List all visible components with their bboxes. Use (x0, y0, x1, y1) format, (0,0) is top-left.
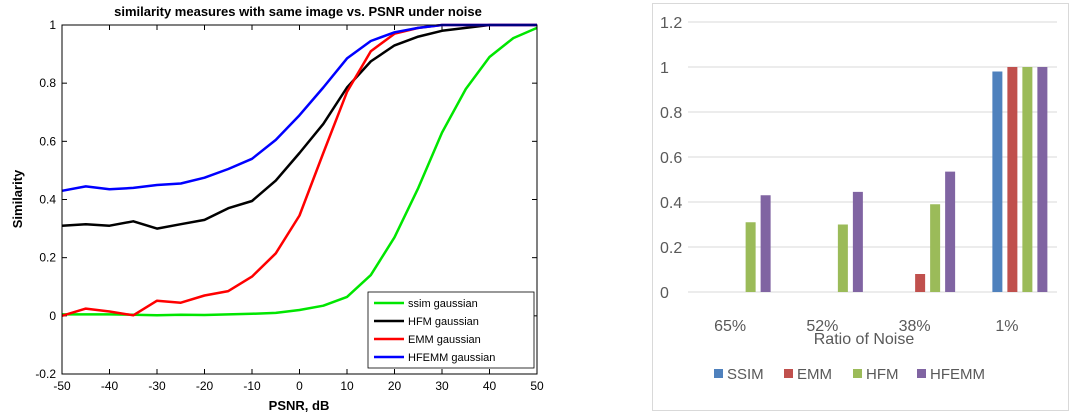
bar-legend-label: HFEMM (930, 366, 985, 383)
x-tick-label: 50 (530, 379, 544, 393)
bar-chart-legend: SSIM EMM HFM HFEMM (714, 366, 985, 383)
bar-y-tick-label: 0.2 (660, 240, 682, 257)
series-line-ssim-gaussian (62, 26, 538, 317)
line-chart-plot-area (61, 24, 538, 375)
x-tick-label: 10 (340, 379, 354, 393)
y-tick-label: 0.8 (39, 76, 56, 90)
line-chart-title: similarity measures with same image vs. … (114, 4, 482, 19)
x-tick-label: -10 (243, 379, 261, 393)
bar-y-tick-label: 1.2 (660, 15, 682, 32)
legend-label: HFM gaussian (408, 316, 479, 328)
bar-y-tick-label: 0.8 (660, 105, 682, 122)
bar-hfm-38pct (930, 204, 941, 292)
bar-y-tick-label: 0.4 (660, 195, 682, 212)
y-tick-label: -0.2 (35, 367, 56, 381)
line-chart-legend: ssim gaussian HFM gaussian EMM gaussian HFE… (367, 291, 535, 369)
bar-hfm-65pct (745, 222, 756, 292)
bar-category-label: 38% (899, 318, 931, 335)
bar-legend-swatch (853, 369, 862, 378)
bar-category-label: 1% (995, 318, 1018, 335)
bar-chart-ratio-of-noise: 0 0.2 0.4 0.6 0.8 1 1.2 65% 52% 38% 1% Ratio of N… (652, 3, 1069, 411)
legend-label: HFEMM gaussian (408, 352, 495, 364)
bar-y-tick-label: 1 (660, 60, 669, 77)
y-tick-label: 1 (49, 18, 56, 32)
bar-legend-label: EMM (797, 366, 832, 383)
x-tick-label: -30 (148, 379, 166, 393)
bar-chart-xlabel: Ratio of Noise (814, 331, 915, 348)
bar-emm-38pct (915, 274, 926, 292)
series-line-emm-gaussian (61, 23, 537, 317)
bar-hfemm-52pct (852, 191, 863, 292)
bar-legend-swatch (714, 369, 723, 378)
bar-legend-label: SSIM (727, 366, 764, 383)
x-tick-label: 0 (296, 379, 303, 393)
bar-legend-swatch (784, 369, 793, 378)
y-tick-label: 0 (49, 309, 56, 323)
y-tick-label: 0.2 (39, 251, 56, 265)
line-chart-ylabel: Similarity (10, 169, 25, 228)
bar-legend-swatch (917, 369, 926, 378)
bar-y-tick-label: 0 (660, 285, 669, 302)
series-line-hfemm-gaussian (61, 23, 537, 193)
bar-hfemm-65pct (760, 195, 771, 292)
y-tick-label: 0.4 (39, 193, 56, 207)
x-tick-label: 30 (435, 379, 449, 393)
bar-ssim-1pct (992, 71, 1003, 292)
line-chart-similarity-vs-psnr: similarity measures with same image vs. … (10, 4, 544, 413)
x-tick-label: -40 (101, 379, 119, 393)
bar-emm-1pct (1007, 67, 1018, 292)
x-tick-label: -20 (196, 379, 214, 393)
bar-hfm-52pct (837, 224, 848, 292)
bar-legend-label: HFM (866, 366, 899, 383)
legend-label: EMM gaussian (408, 334, 481, 346)
bar-y-tick-label: 0.6 (660, 150, 682, 167)
x-tick-label: 40 (483, 379, 497, 393)
series-line-hfm-gaussian (61, 23, 537, 230)
x-tick-label: -50 (53, 379, 71, 393)
y-tick-label: 0.6 (39, 134, 56, 148)
line-chart-xlabel: PSNR, dB (269, 398, 330, 413)
bar-category-label: 52% (806, 318, 838, 335)
bar-hfemm-38pct (945, 171, 956, 292)
x-tick-label: 20 (388, 379, 402, 393)
legend-label: ssim gaussian (408, 298, 478, 310)
bar-hfemm-1pct (1037, 67, 1048, 292)
bar-hfm-1pct (1022, 67, 1033, 292)
bar-category-label: 65% (714, 318, 746, 335)
